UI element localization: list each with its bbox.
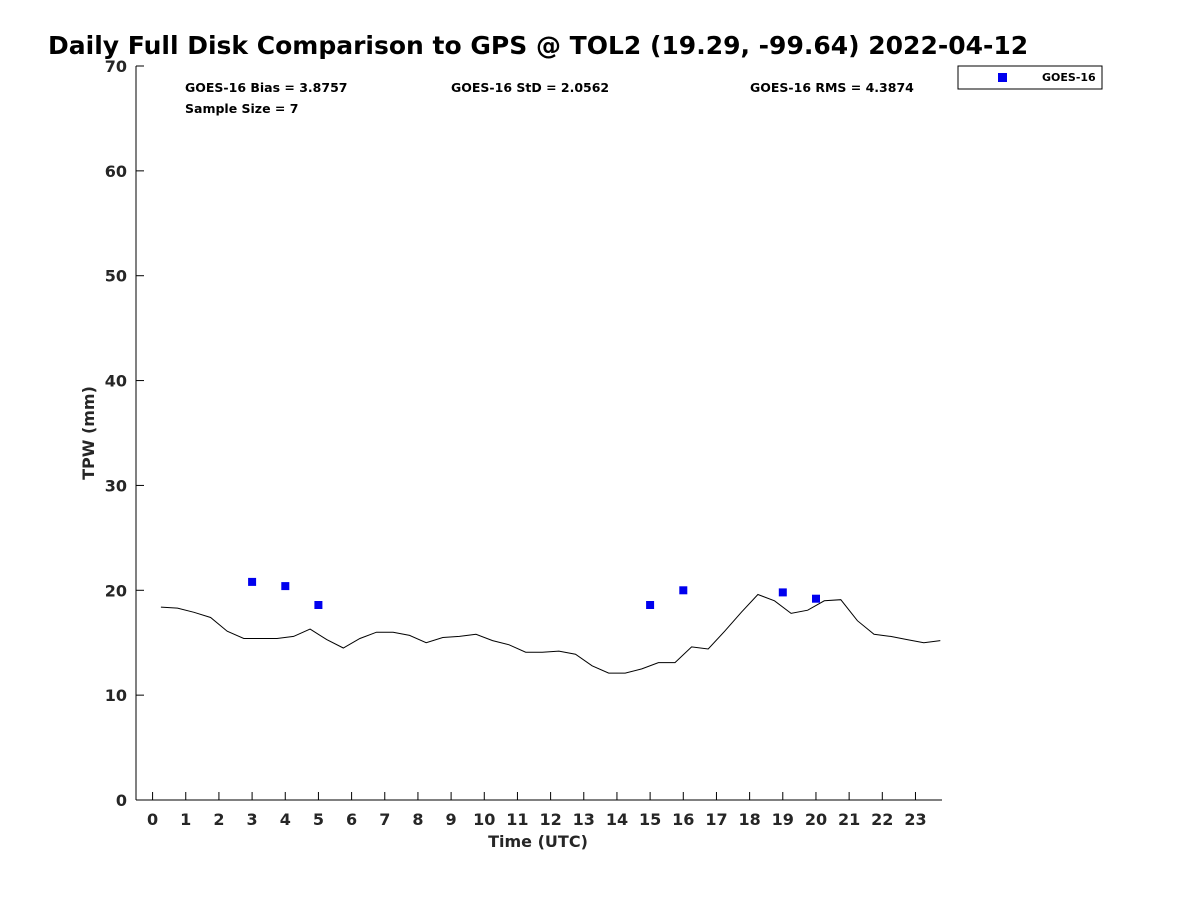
y-tick-label: 40 (105, 372, 127, 391)
stat-sample-size: Sample Size = 7 (185, 101, 298, 116)
goes16-point (314, 601, 323, 609)
y-tick-label: 60 (105, 162, 127, 181)
goes16-point (812, 594, 820, 603)
x-tick-label: 18 (738, 810, 760, 829)
gps-tpw-line (160, 593, 941, 674)
chart-title: Daily Full Disk Comparison to GPS @ TOL2… (48, 31, 1028, 60)
goes16-point (778, 588, 787, 597)
legend: GOES-16 (957, 65, 1103, 90)
x-tick-label: 13 (573, 810, 595, 829)
x-tick-label: 9 (446, 810, 457, 829)
x-tick-label: 6 (346, 810, 357, 829)
x-tick-label: 14 (606, 810, 628, 829)
y-tick-label: 0 (116, 791, 127, 810)
y-axis-label: TPW (mm) (79, 386, 98, 480)
x-tick-label: 20 (805, 810, 827, 829)
x-tick-label: 12 (539, 810, 561, 829)
x-tick-label: 3 (247, 810, 258, 829)
stat-std: GOES-16 StD = 2.0562 (451, 80, 609, 95)
goes16-point (646, 601, 655, 609)
x-tick-label: 23 (904, 810, 926, 829)
legend-label-goes16: GOES-16 (1042, 71, 1096, 84)
gps-line-layer (160, 593, 941, 674)
x-tick-label: 7 (379, 810, 390, 829)
x-tick-label: 17 (705, 810, 727, 829)
legend-marker-goes16 (998, 73, 1007, 82)
x-tick-label: 11 (506, 810, 528, 829)
legend-box (957, 65, 1103, 90)
x-tick-label: 1 (180, 810, 191, 829)
x-tick-label: 10 (473, 810, 495, 829)
x-tick-label: 0 (147, 810, 158, 829)
x-tick-label: 15 (639, 810, 661, 829)
goes16-point (248, 577, 257, 586)
stat-bias: GOES-16 Bias = 3.8757 (185, 80, 347, 95)
y-tick-label: 70 (105, 57, 127, 76)
x-tick-label: 5 (313, 810, 324, 829)
y-tick-label: 10 (105, 686, 127, 705)
y-tick-label: 30 (105, 476, 127, 495)
x-tick-label: 4 (280, 810, 291, 829)
y-tick-label: 50 (105, 267, 127, 286)
x-axis-label: Time (UTC) (488, 832, 588, 851)
x-tick-label: 8 (412, 810, 423, 829)
goes16-point (679, 586, 688, 595)
axes (135, 65, 942, 801)
x-tick-label: 2 (213, 810, 224, 829)
x-tick-label: 16 (672, 810, 694, 829)
goes16-points-layer (248, 577, 820, 609)
x-tick-label: 21 (838, 810, 860, 829)
y-tick-label: 20 (105, 581, 127, 600)
goes16-point (281, 582, 290, 591)
x-tick-label: 19 (772, 810, 794, 829)
x-tick-label: 22 (871, 810, 893, 829)
stat-rms: GOES-16 RMS = 4.3874 (750, 80, 914, 95)
